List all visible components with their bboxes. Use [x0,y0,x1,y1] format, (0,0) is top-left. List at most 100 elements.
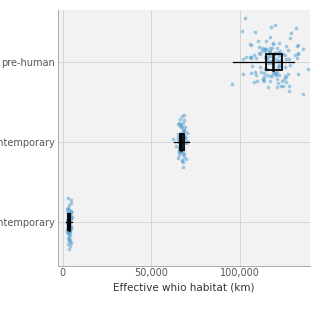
Point [243,55,248,60]
Point [263,59,268,64]
Point [272,22,277,27]
Point [260,77,266,83]
Point [180,149,186,154]
Point [67,238,72,243]
Point [256,44,261,50]
Point [184,131,189,136]
Point [179,157,184,163]
Point [67,211,72,216]
Point [175,134,180,139]
Point [65,218,70,223]
Point [271,70,276,76]
Point [261,75,266,80]
Point [67,229,72,234]
Point [178,133,183,138]
Point [175,156,180,161]
Point [66,226,71,231]
Point [66,215,71,220]
Point [267,48,272,53]
Point [178,146,183,151]
Point [274,56,279,61]
Point [67,212,72,217]
Point [67,221,72,227]
Point [180,139,186,144]
Point [176,149,181,154]
Point [310,45,315,50]
Point [177,148,182,153]
Point [68,225,73,230]
Point [262,49,268,54]
Point [251,52,256,58]
Point [178,136,183,141]
Point [256,51,261,56]
Point [67,229,72,234]
Point [183,135,188,140]
Point [272,51,277,56]
Point [266,85,271,90]
Point [240,29,245,34]
Point [288,36,293,41]
Point [67,247,72,252]
Point [263,55,268,60]
Point [178,138,183,143]
Point [276,73,281,78]
Point [67,219,72,224]
Point [180,138,185,143]
Point [184,139,189,144]
Point [179,158,184,163]
Point [286,83,291,88]
Point [274,71,279,76]
Point [179,148,184,153]
Point [70,215,75,220]
Point [177,148,182,153]
Point [180,138,186,143]
Point [240,72,245,77]
Point [65,206,70,211]
Point [68,223,73,228]
Point [285,71,291,76]
Point [306,67,311,72]
Point [182,133,187,138]
Point [243,15,248,20]
Point [66,196,71,201]
Point [247,42,252,47]
Point [66,221,71,227]
Point [180,113,185,118]
Point [183,140,188,146]
Point [283,79,288,84]
Point [177,146,182,151]
Point [266,60,271,65]
Point [65,228,70,233]
Point [66,213,71,218]
Point [68,200,73,205]
Point [68,238,73,243]
Point [268,45,273,51]
Point [263,38,268,43]
Point [178,150,183,155]
Point [279,58,284,63]
Point [248,43,253,48]
Point [260,76,265,81]
Point [64,220,69,225]
Point [279,79,284,84]
Point [177,124,182,129]
Point [240,56,245,61]
Point [65,230,70,236]
Point [65,216,70,221]
Point [276,53,282,59]
Point [287,63,292,68]
Point [266,49,271,54]
Point [66,211,71,216]
Point [180,125,185,130]
Point [67,223,72,228]
Point [289,31,294,36]
Point [65,223,70,228]
Point [295,52,300,57]
Point [248,54,253,60]
Point [178,145,183,150]
Point [181,155,186,160]
Point [262,46,267,52]
Point [68,215,73,220]
Point [66,216,71,221]
Point [66,226,71,231]
